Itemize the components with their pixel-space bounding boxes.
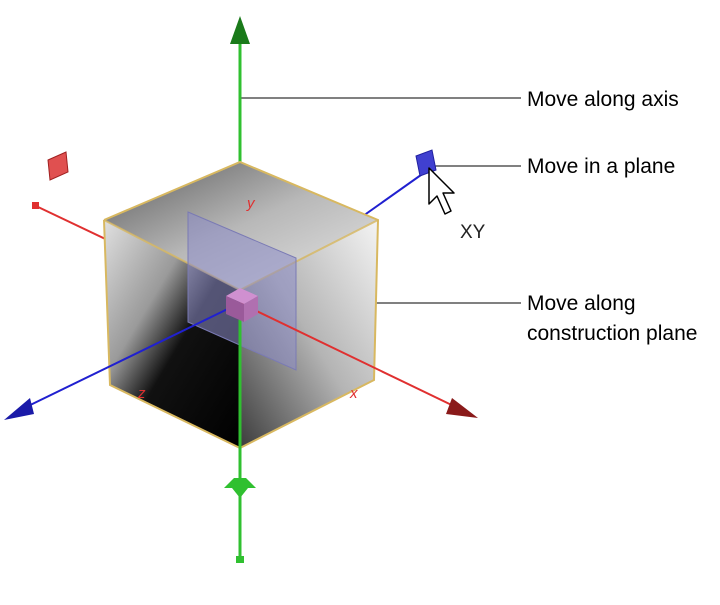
callout-construction-line1: Move along <box>527 292 636 315</box>
arrow-cursor-icon <box>428 167 455 215</box>
z-axis-arrowhead[interactable] <box>4 398 34 420</box>
z-axis-tag: z <box>137 385 146 402</box>
x-axis-end-marker <box>32 202 39 209</box>
cube-top-face <box>104 162 378 290</box>
y-axis-bottom-cone-tip <box>232 488 248 498</box>
z-axis-line-front <box>19 302 241 411</box>
y-axis-tag: y <box>246 195 256 212</box>
callout-move-along-construction-plane: Move along construction plane <box>527 289 697 349</box>
x-axis-arrowhead[interactable] <box>446 398 478 418</box>
callout-move-in-plane: Move in a plane <box>527 155 676 178</box>
callout-construction-line2: construction plane <box>527 322 698 345</box>
cube-edge-outline <box>103 160 380 450</box>
center-move-handle[interactable] <box>226 288 258 322</box>
x-axis-tag: x <box>349 385 358 402</box>
callout-move-along-axis: Move along axis <box>527 88 679 111</box>
plane-tag: XY <box>460 222 486 243</box>
x-axis-line-front <box>239 302 463 411</box>
y-axis-arrowhead[interactable] <box>230 16 250 44</box>
y-axis-bottom-cone[interactable] <box>224 478 256 488</box>
yz-plane-handle[interactable] <box>47 151 69 181</box>
y-axis-end-marker <box>236 556 244 563</box>
